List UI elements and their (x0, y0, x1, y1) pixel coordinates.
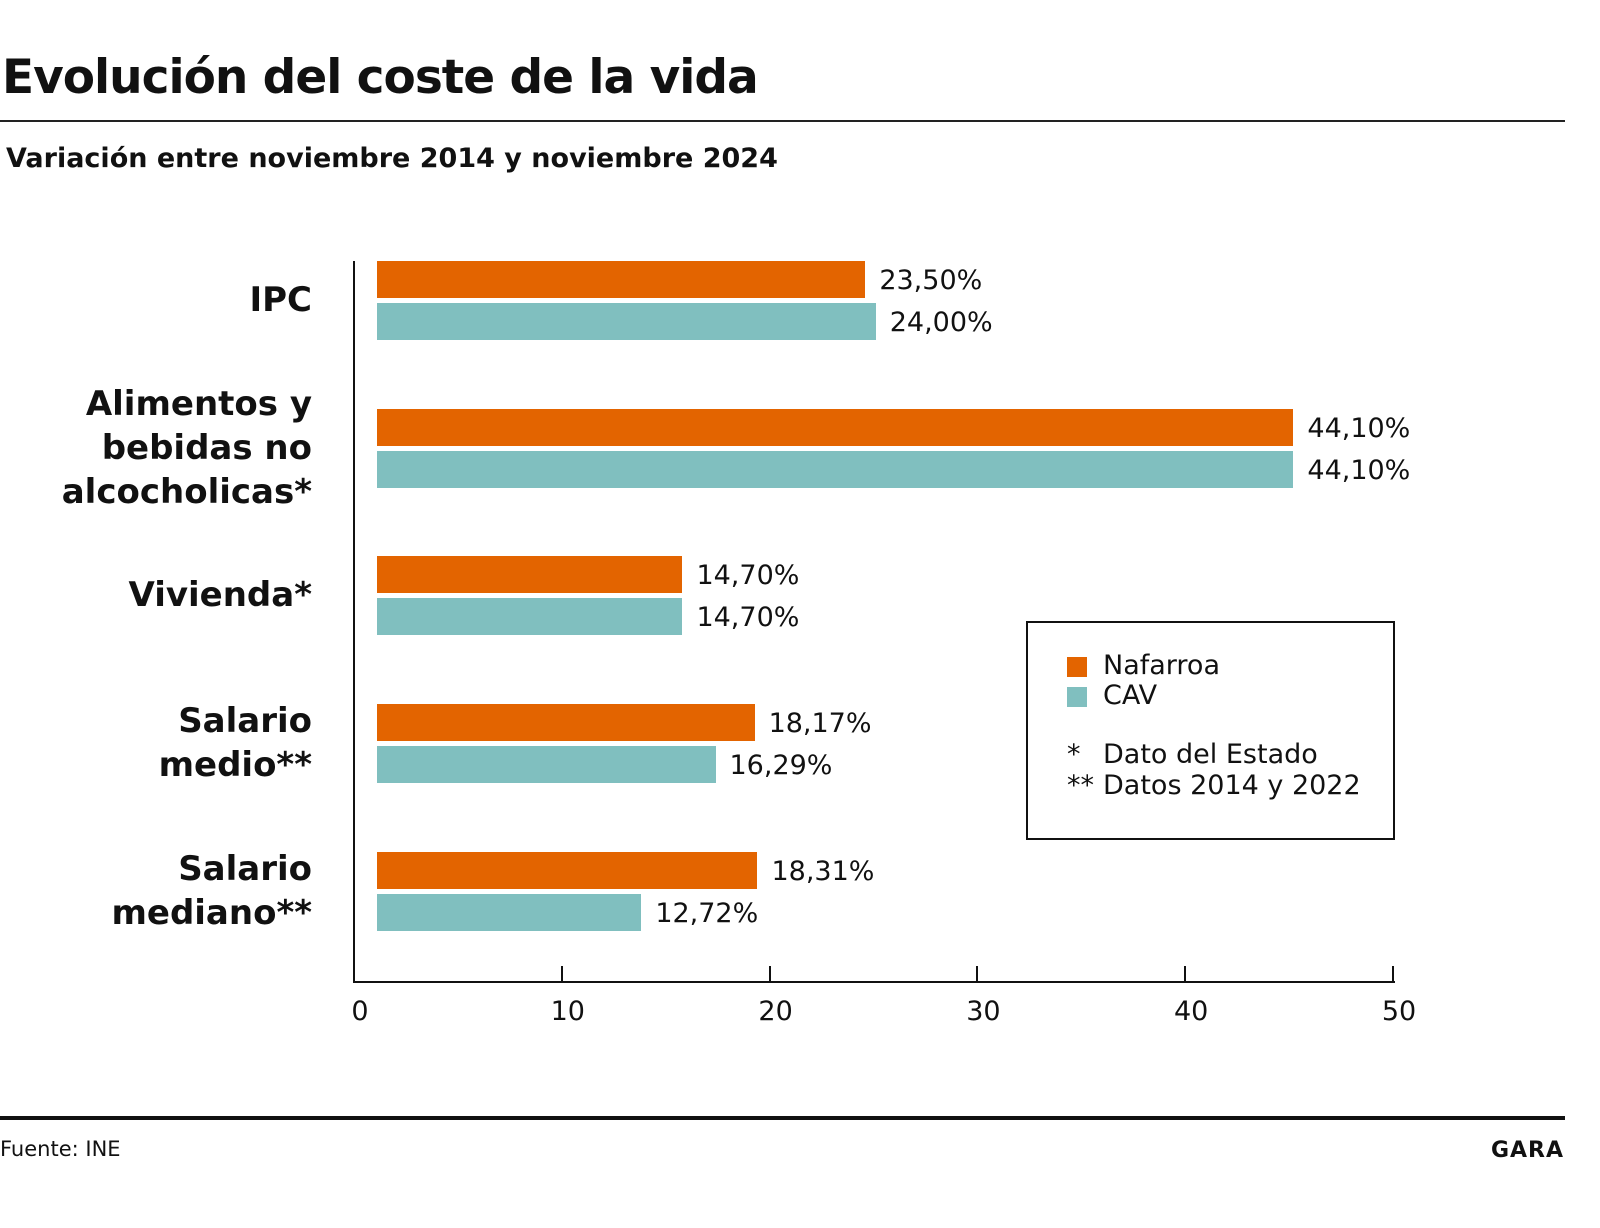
category-label: Vivienda* (128, 573, 312, 617)
bar-cav (377, 450, 1294, 488)
value-label: 44,10% (1307, 454, 1411, 486)
brand-logo: GARA (1490, 1138, 1564, 1163)
x-tick (1392, 966, 1394, 982)
category-label-line: medio** (158, 745, 312, 786)
value-label: 14,70% (696, 602, 800, 634)
bar-cav (377, 746, 716, 784)
bar-nafarroa (377, 851, 758, 889)
value-label: 23,50% (879, 265, 983, 296)
y-axis-line (353, 261, 355, 983)
legend-label-nafarroa: Nafarroa (1103, 650, 1220, 681)
value-label: 24,00% (889, 307, 993, 338)
value-label: 14,70% (696, 560, 800, 592)
note-text-2: Datos 2014 y 2022 (1103, 770, 1361, 801)
category-label-line: Alimentos y (85, 383, 312, 424)
chart-title: Evolución del coste de la vida (2, 50, 759, 105)
category-label: Alimentos y bebidas no alcocholicas* (62, 382, 312, 514)
value-label: 12,72% (655, 897, 759, 929)
x-tick (560, 966, 563, 982)
footer-divider (0, 1116, 1565, 1120)
note-mark-2: ** (1067, 770, 1094, 801)
x-tick-label: 50 (1381, 996, 1417, 1027)
title-divider (0, 120, 1565, 122)
value-label: 18,17% (768, 708, 872, 740)
x-tick-label: 20 (758, 996, 793, 1027)
x-tick-label: 10 (550, 996, 585, 1027)
legend-swatch-cav (1067, 687, 1087, 707)
value-label: 16,29% (729, 750, 833, 782)
bar-nafarroa (377, 261, 866, 298)
value-label: 18,31% (771, 855, 875, 887)
x-tick-label: 0 (351, 996, 369, 1027)
category-label-line: Vivienda* (128, 575, 312, 616)
x-tick (1184, 966, 1187, 982)
x-axis-line (353, 981, 1395, 983)
category-label: Salario medio** (159, 699, 312, 787)
bar-nafarroa (377, 408, 1294, 446)
source-note: Fuente: INE (0, 1137, 121, 1161)
category-label: IPC (249, 278, 312, 322)
category-label-line: Salario (178, 701, 312, 742)
category-label-line: bebidas no (101, 427, 312, 468)
bar-nafarroa (377, 556, 683, 594)
x-tick-label: 40 (1174, 996, 1209, 1027)
value-label: 44,10% (1307, 412, 1411, 444)
note-mark-1: * (1067, 739, 1081, 770)
category-label-line: alcocholicas* (61, 471, 312, 512)
x-tick (768, 966, 771, 982)
note-text-1: Dato del Estado (1103, 739, 1318, 770)
category-label-line: IPC (249, 280, 312, 320)
bar-cav (377, 598, 683, 636)
category-label-line: Salario (178, 848, 312, 889)
chart-subtitle: Variación entre noviembre 2014 y noviemb… (6, 143, 778, 174)
x-tick (976, 966, 979, 982)
legend: Nafarroa CAV * Dato del Estado ** Datos … (1026, 621, 1395, 840)
category-label: Salario mediano** (111, 847, 312, 935)
legend-label-cav: CAV (1103, 680, 1158, 711)
category-label-line: mediano** (111, 892, 312, 933)
x-tick-label: 30 (966, 996, 1001, 1027)
bar-cav (377, 893, 642, 931)
bar-nafarroa (377, 704, 755, 742)
bar-cav (377, 303, 876, 340)
legend-swatch-nafarroa (1067, 657, 1087, 677)
